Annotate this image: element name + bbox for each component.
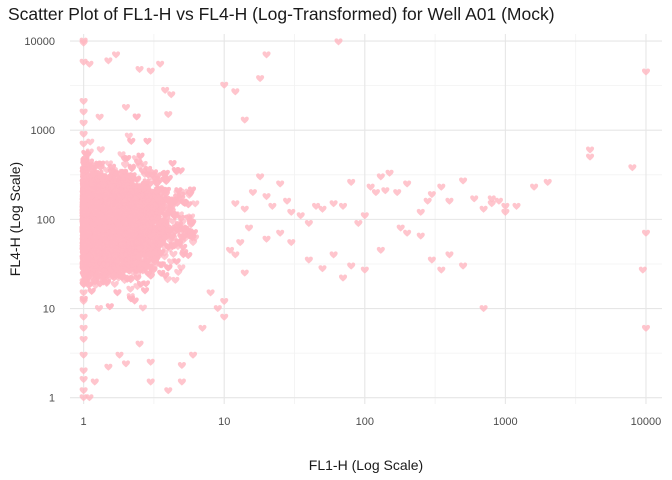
scatter-point [87,287,96,295]
scatter-point [127,137,136,145]
scatter-point [171,276,180,284]
scatter-point [110,280,119,289]
scatter-point [132,113,141,121]
scatter-point [94,305,103,313]
chart-title: Scatter Plot of FL1-H vs FL4-H (Log-Tran… [8,4,555,24]
dense-point-cloud [79,113,200,313]
scatter-point [138,304,147,312]
scatter-point [169,250,178,258]
scatter-point [126,285,135,293]
scatter-point [191,200,200,208]
scatter-point [96,146,105,154]
scatter-point [168,160,177,168]
scatter-point [105,303,114,311]
scatter-point [143,137,152,145]
scatter-point [113,289,122,297]
scatter-point [140,287,150,295]
scatter-point [174,268,183,276]
scatter-point [141,280,151,288]
